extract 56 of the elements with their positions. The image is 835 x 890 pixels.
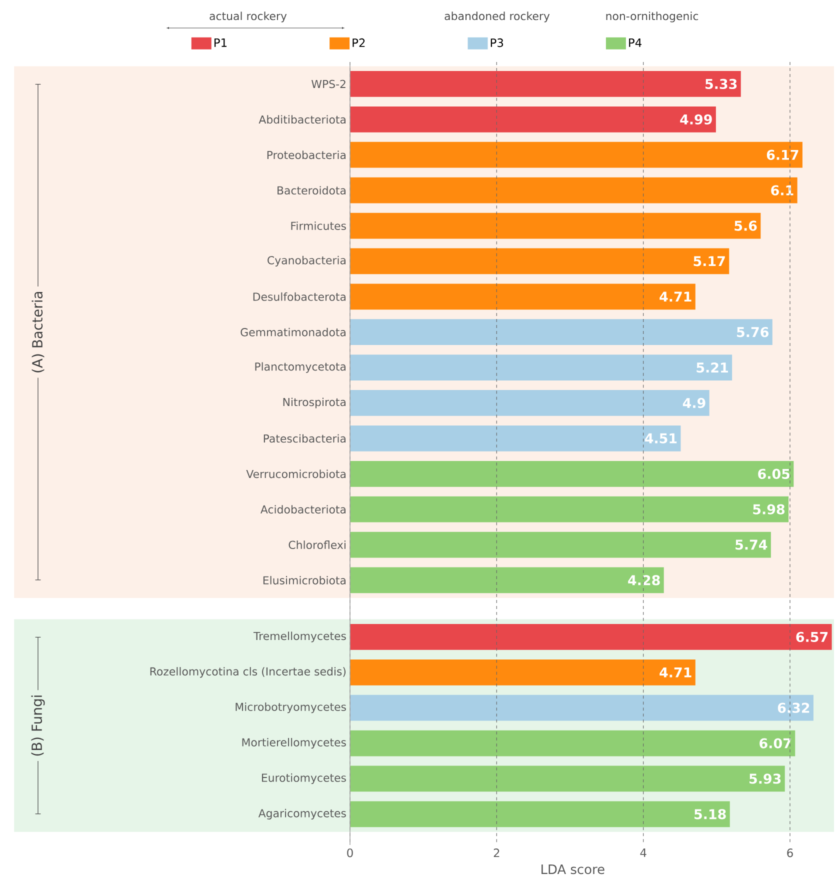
data-label: 6.07 [760,738,791,748]
legend-label: P1 [214,38,227,47]
y-tick-label: Agaricomycetes [258,808,346,820]
y-tick-label: Nitrospirota [283,398,346,408]
legend-label: P4 [629,38,642,47]
x-axis-title: LDA score [542,864,604,874]
y-tick-label: Desulfobacterota [253,292,346,301]
x-tick-label: 6 [787,848,793,858]
data-label: 4.71 [660,667,692,678]
data-label: 6.57 [796,632,828,642]
data-label: 4.9 [682,398,706,408]
data-label: 4.51 [644,433,677,444]
y-tick-label: Mortierellomycetes [242,738,346,749]
data-label: 6.32 [778,702,810,713]
y-tick-label: Firmicutes [291,222,346,230]
data-label: 6.17 [766,150,798,160]
x-tick-label: 2 [494,848,500,858]
y-tick-label: Verrucomicrobiota [246,470,346,478]
y-tick-label: Gemmatimonadota [240,328,346,336]
legend-label: P2 [352,38,365,47]
data-label: 5.98 [753,504,785,514]
y-tick-label: Patescibacteria [264,434,346,443]
x-tick-label: 0 [347,848,353,858]
data-label: 5.76 [737,327,768,338]
y-tick-label: Abditibacteriota [258,115,346,124]
band-label: (B) Fungi [31,696,45,756]
data-label: 5.74 [736,540,768,550]
data-label: 4.71 [660,292,692,302]
data-label: 5.6 [734,220,757,231]
text: non-ornithogenic [606,12,698,22]
data-label: 6.1 [771,185,794,196]
data-label: 5.18 [694,809,726,820]
data-label: 5.17 [694,256,725,266]
y-tick-label: Planctomycetota [255,362,346,373]
text: abandoned rockery [444,12,550,22]
y-tick-label: Chloroflexi [288,540,346,550]
y-tick-label: Elusimicrobiota [263,576,346,584]
y-tick-label: Microbotryomycetes [236,702,346,714]
data-label: 5.21 [696,362,728,373]
data-label: 5.33 [706,78,737,90]
y-tick-label: Cyanobacteria [268,256,346,267]
y-tick-label: Rozellomycotina cls (Incertae sedis) [150,667,346,678]
legend-label: P3 [490,38,504,48]
data-label: 4.99 [680,114,712,124]
band-label: (A) Bacteria [32,292,44,372]
y-tick-label: Proteobacteria [267,150,346,160]
data-label: 6.05 [758,468,790,479]
x-tick-label: 4 [640,848,646,857]
y-tick-label: WPS-2 [312,80,346,88]
data-label: 4.28 [628,575,660,586]
y-tick-label: Eurotiomycetes [262,773,346,784]
data-label: 5.93 [750,774,781,784]
y-tick-label: Bacteroidota [278,186,346,195]
text: actual rockery [210,12,287,22]
y-tick-label: Tremellomycetes [253,632,346,642]
y-tick-label: Acidobacteriota [260,505,346,514]
